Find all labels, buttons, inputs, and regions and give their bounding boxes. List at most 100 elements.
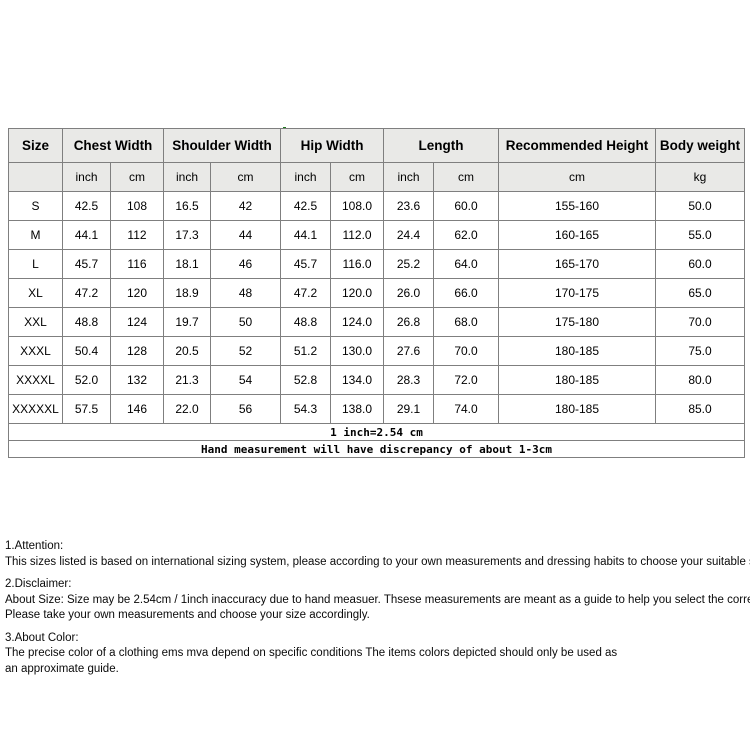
data-cell: 57.5 xyxy=(62,394,111,424)
data-cell: 175-180 xyxy=(498,307,657,337)
size-label-cell: XXXL xyxy=(8,336,63,366)
table-row: XXXXXL 57.5 146 22.0 56 54.3 138.0 29.1 74.0 180-… xyxy=(8,394,746,424)
size-label-cell: L xyxy=(8,249,63,279)
data-cell: 60.0 xyxy=(433,191,500,221)
data-cell: 112.0 xyxy=(329,220,385,250)
size-label-cell: XXL xyxy=(8,307,63,337)
footnote-row: Hand measurement will have discrepancy o… xyxy=(7,440,746,458)
unit-header-cell: inch xyxy=(383,162,435,192)
data-cell: 54 xyxy=(210,365,281,395)
column-group-header: Length xyxy=(383,128,500,163)
data-cell: 108 xyxy=(110,191,164,221)
column-group-header: Body weight xyxy=(655,128,746,163)
data-cell: 55.0 xyxy=(655,220,746,250)
data-cell: 64.0 xyxy=(433,249,500,279)
table-row: XXXL 50.4 128 20.5 52 51.2 130.0 27.6 70.0 180-18… xyxy=(8,336,746,366)
data-cell: 54.3 xyxy=(280,394,331,424)
data-cell: 48.8 xyxy=(280,307,331,337)
data-cell: 128 xyxy=(110,336,164,366)
data-cell: 50 xyxy=(210,307,281,337)
data-cell: 124 xyxy=(110,307,164,337)
note-attention: 1.Attention: This sizes listed is based … xyxy=(5,539,750,570)
table-row: XL 47.2 120 18.9 48 47.2 120.0 26.0 66.0 170-175 6… xyxy=(8,278,746,308)
data-cell: 23.6 xyxy=(383,191,435,221)
data-cell: 165-170 xyxy=(498,249,657,279)
size-label-cell: XXXXL xyxy=(8,365,63,395)
note-line: an approximate guide. xyxy=(5,662,119,675)
data-cell: 28.3 xyxy=(383,365,435,395)
data-cell: 155-160 xyxy=(498,191,657,221)
data-cell: 85.0 xyxy=(655,394,746,424)
table-row: M 44.1 112 17.3 44 44.1 112.0 24.4 62.0 160-165 55… xyxy=(8,220,746,250)
data-cell: 52.8 xyxy=(280,365,331,395)
note-title: 1.Attention: xyxy=(5,540,64,552)
data-cell: 47.2 xyxy=(280,278,331,308)
note-line: This sizes listed is based on internatio… xyxy=(5,555,750,568)
footnote-cell: Hand measurement will have discrepancy o… xyxy=(7,440,746,458)
data-cell: 19.7 xyxy=(163,307,211,337)
data-cell: 44.1 xyxy=(62,220,111,250)
data-cell: 42.5 xyxy=(280,191,331,221)
table-row: XXXXL 52.0 132 21.3 54 52.8 134.0 28.3 72.0 180-1… xyxy=(8,365,746,395)
table-row: L 45.7 116 18.1 46 45.7 116.0 25.2 64.0 165-170 60… xyxy=(8,249,746,279)
data-cell: 112 xyxy=(110,220,164,250)
data-cell: 108.0 xyxy=(329,191,385,221)
data-cell: 120 xyxy=(110,278,164,308)
unit-header-cell: inch xyxy=(163,162,211,192)
data-cell: 45.7 xyxy=(62,249,111,279)
data-cell: 44 xyxy=(210,220,281,250)
data-cell: 65.0 xyxy=(655,278,746,308)
data-cell: 180-185 xyxy=(498,365,657,395)
data-cell: 46 xyxy=(210,249,281,279)
unit-header-row: inch cm inch cm inch cm inch cm cm kg xyxy=(8,162,746,192)
data-cell: 74.0 xyxy=(433,394,500,424)
data-cell: 50.0 xyxy=(655,191,746,221)
column-group-header: Size xyxy=(8,128,63,163)
data-cell: 160-165 xyxy=(498,220,657,250)
data-cell: 75.0 xyxy=(655,336,746,366)
data-cell: 180-185 xyxy=(498,394,657,424)
data-cell: 45.7 xyxy=(280,249,331,279)
data-cell: 25.2 xyxy=(383,249,435,279)
data-cell: 146 xyxy=(110,394,164,424)
data-cell: 21.3 xyxy=(163,365,211,395)
data-cell: 18.9 xyxy=(163,278,211,308)
data-cell: 16.5 xyxy=(163,191,211,221)
note-line: Please take your own measurements and ch… xyxy=(5,609,370,621)
data-cell: 56 xyxy=(210,394,281,424)
footnote-row: 1 inch=2.54 cm xyxy=(7,423,746,441)
unit-header-cell: cm xyxy=(498,162,657,192)
column-group-header: Chest Width xyxy=(62,128,164,163)
column-group-header: Hip Width xyxy=(279,128,385,163)
size-label-cell: S xyxy=(8,191,63,221)
note-title: 3.About Color: xyxy=(5,631,79,644)
data-cell: 42 xyxy=(210,191,281,221)
data-cell: 70.0 xyxy=(655,307,746,337)
size-label-cell: XXXXXL xyxy=(8,394,63,424)
unit-header-cell: kg xyxy=(655,162,746,192)
data-cell: 27.6 xyxy=(383,336,435,366)
data-cell: 124.0 xyxy=(329,307,385,337)
data-cell: 26.8 xyxy=(383,307,435,337)
data-cell: 47.2 xyxy=(62,278,111,308)
data-cell: 20.5 xyxy=(163,336,211,366)
data-cell: 72.0 xyxy=(433,365,500,395)
data-cell: 52.0 xyxy=(62,365,111,395)
note-line: The precise color of a clothing ems mva … xyxy=(5,647,618,659)
data-cell: 120.0 xyxy=(329,278,385,308)
note-about-color: 3.About Color: The precise color of a cl… xyxy=(5,631,747,678)
size-label-cell: XL xyxy=(8,278,63,308)
data-cell: 44.1 xyxy=(280,220,331,250)
data-cell: 180-185 xyxy=(498,336,657,366)
data-cell: 48.8 xyxy=(62,307,111,337)
note-title: 2.Disclaimer: xyxy=(5,578,72,590)
notes-section: 1.Attention: This sizes listed is based … xyxy=(5,539,750,684)
unit-header-cell: cm xyxy=(110,162,164,192)
data-cell: 17.3 xyxy=(163,220,211,250)
data-cell: 50.4 xyxy=(62,336,111,366)
data-cell: 52 xyxy=(210,336,281,366)
data-cell: 60.0 xyxy=(655,249,746,279)
unit-header-cell: cm xyxy=(433,162,500,192)
size-chart-table: Size Chest Width Shoulder Width Hip Width Le… xyxy=(7,128,746,458)
